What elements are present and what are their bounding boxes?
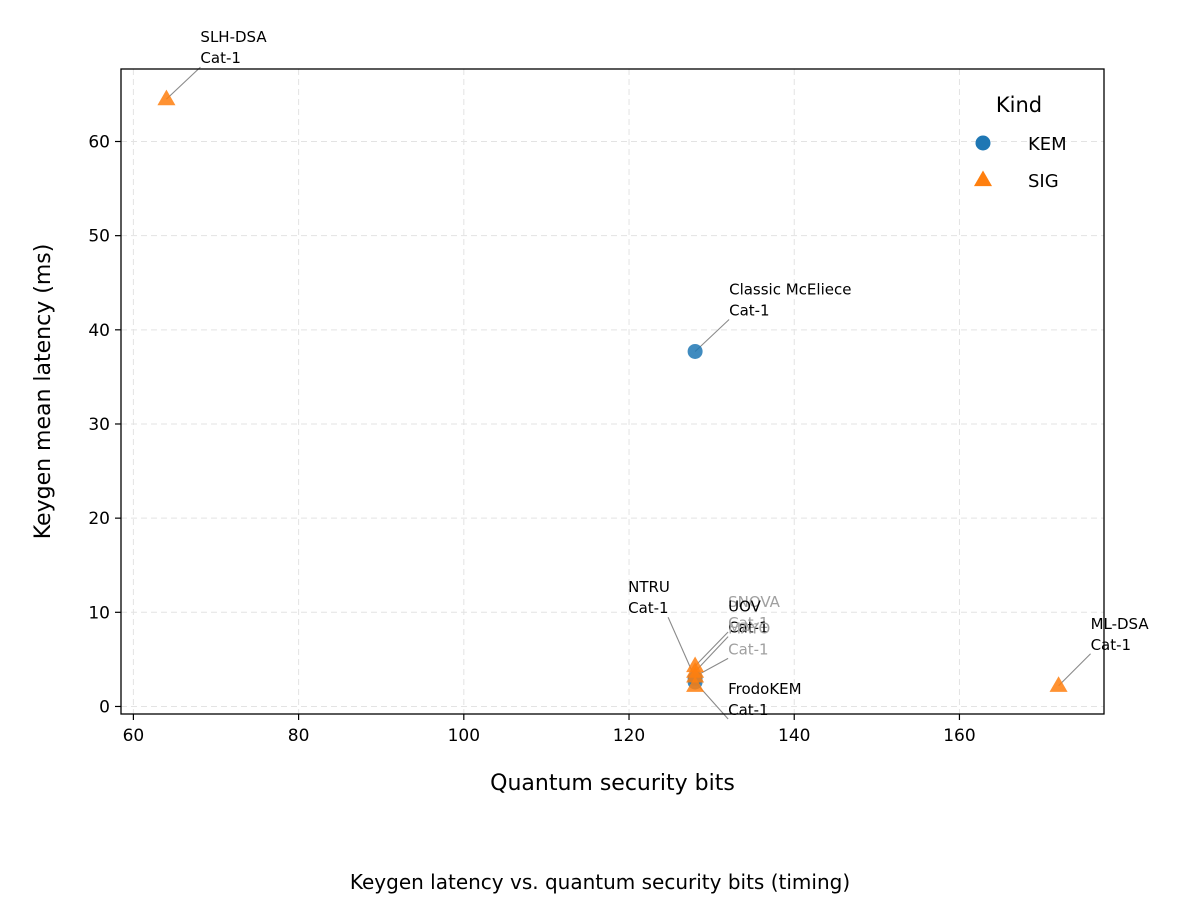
legend-kem-marker	[975, 135, 991, 151]
y-tick-label: 0	[99, 697, 110, 717]
annotation-leader	[166, 66, 201, 100]
legend-title: Kind	[996, 93, 1042, 117]
point-annotation: SNOVA Cat-1	[728, 593, 781, 632]
kem-point	[687, 343, 703, 359]
sig-point	[1049, 676, 1068, 692]
grid	[121, 69, 1104, 714]
legend-sig-label: SIG	[1028, 171, 1059, 192]
point-annotation: SLH-DSA Cat-1	[200, 28, 267, 67]
plot-frame	[120, 68, 1105, 715]
sig-point	[686, 666, 705, 683]
y-tick-label: 50	[88, 227, 110, 247]
annotation-leader	[694, 319, 730, 352]
point-annotation: ML-DSA Cat-1	[1091, 615, 1150, 654]
point-annotation: MAYO Cat-1	[728, 619, 770, 658]
sig-point	[686, 676, 705, 692]
data-points	[157, 89, 1068, 692]
annotation-labels: Classic McEliece Cat-1 NTRU Cat-1 FrodoKEM Ca…	[200, 28, 1149, 719]
y-axis-label: Keygen mean latency (ms)	[31, 244, 56, 540]
y-tick-label: 40	[88, 321, 110, 341]
x-tick-label: 100	[448, 726, 480, 746]
legend-kem-label: KEM	[1028, 134, 1067, 155]
sig-point	[157, 89, 176, 106]
x-tick-label: 140	[778, 726, 810, 746]
annotation-leader	[694, 631, 729, 667]
point-annotation: NTRU Cat-1	[628, 578, 670, 617]
figure-caption: Keygen latency vs. quantum security bits…	[350, 870, 850, 894]
legend-sig-marker	[973, 170, 993, 187]
x-tick-label: 120	[613, 726, 645, 746]
y-tick-label: 20	[88, 509, 110, 529]
y-tick-label: 10	[88, 603, 110, 623]
point-annotation: FrodoKEM Cat-1	[728, 680, 802, 719]
legend: Kind KEM SIG	[973, 93, 1067, 192]
x-tick-label: 60	[123, 726, 145, 746]
y-tick-label: 60	[88, 133, 110, 153]
annotation-leaders	[166, 66, 1091, 720]
annotation-leader	[694, 636, 729, 673]
axis-ticks: 60 80 100 120 140 160 0 10 20 30 40 50 60	[88, 133, 975, 746]
annotation-leader	[1058, 653, 1091, 687]
x-tick-label: 80	[288, 726, 310, 746]
y-tick-label: 30	[88, 415, 110, 435]
point-annotation: Classic McEliece Cat-1	[729, 280, 851, 319]
point-annotation: UOV Cat-1	[728, 598, 769, 637]
x-tick-label: 160	[943, 726, 975, 746]
x-axis-label: Quantum security bits	[490, 771, 735, 796]
